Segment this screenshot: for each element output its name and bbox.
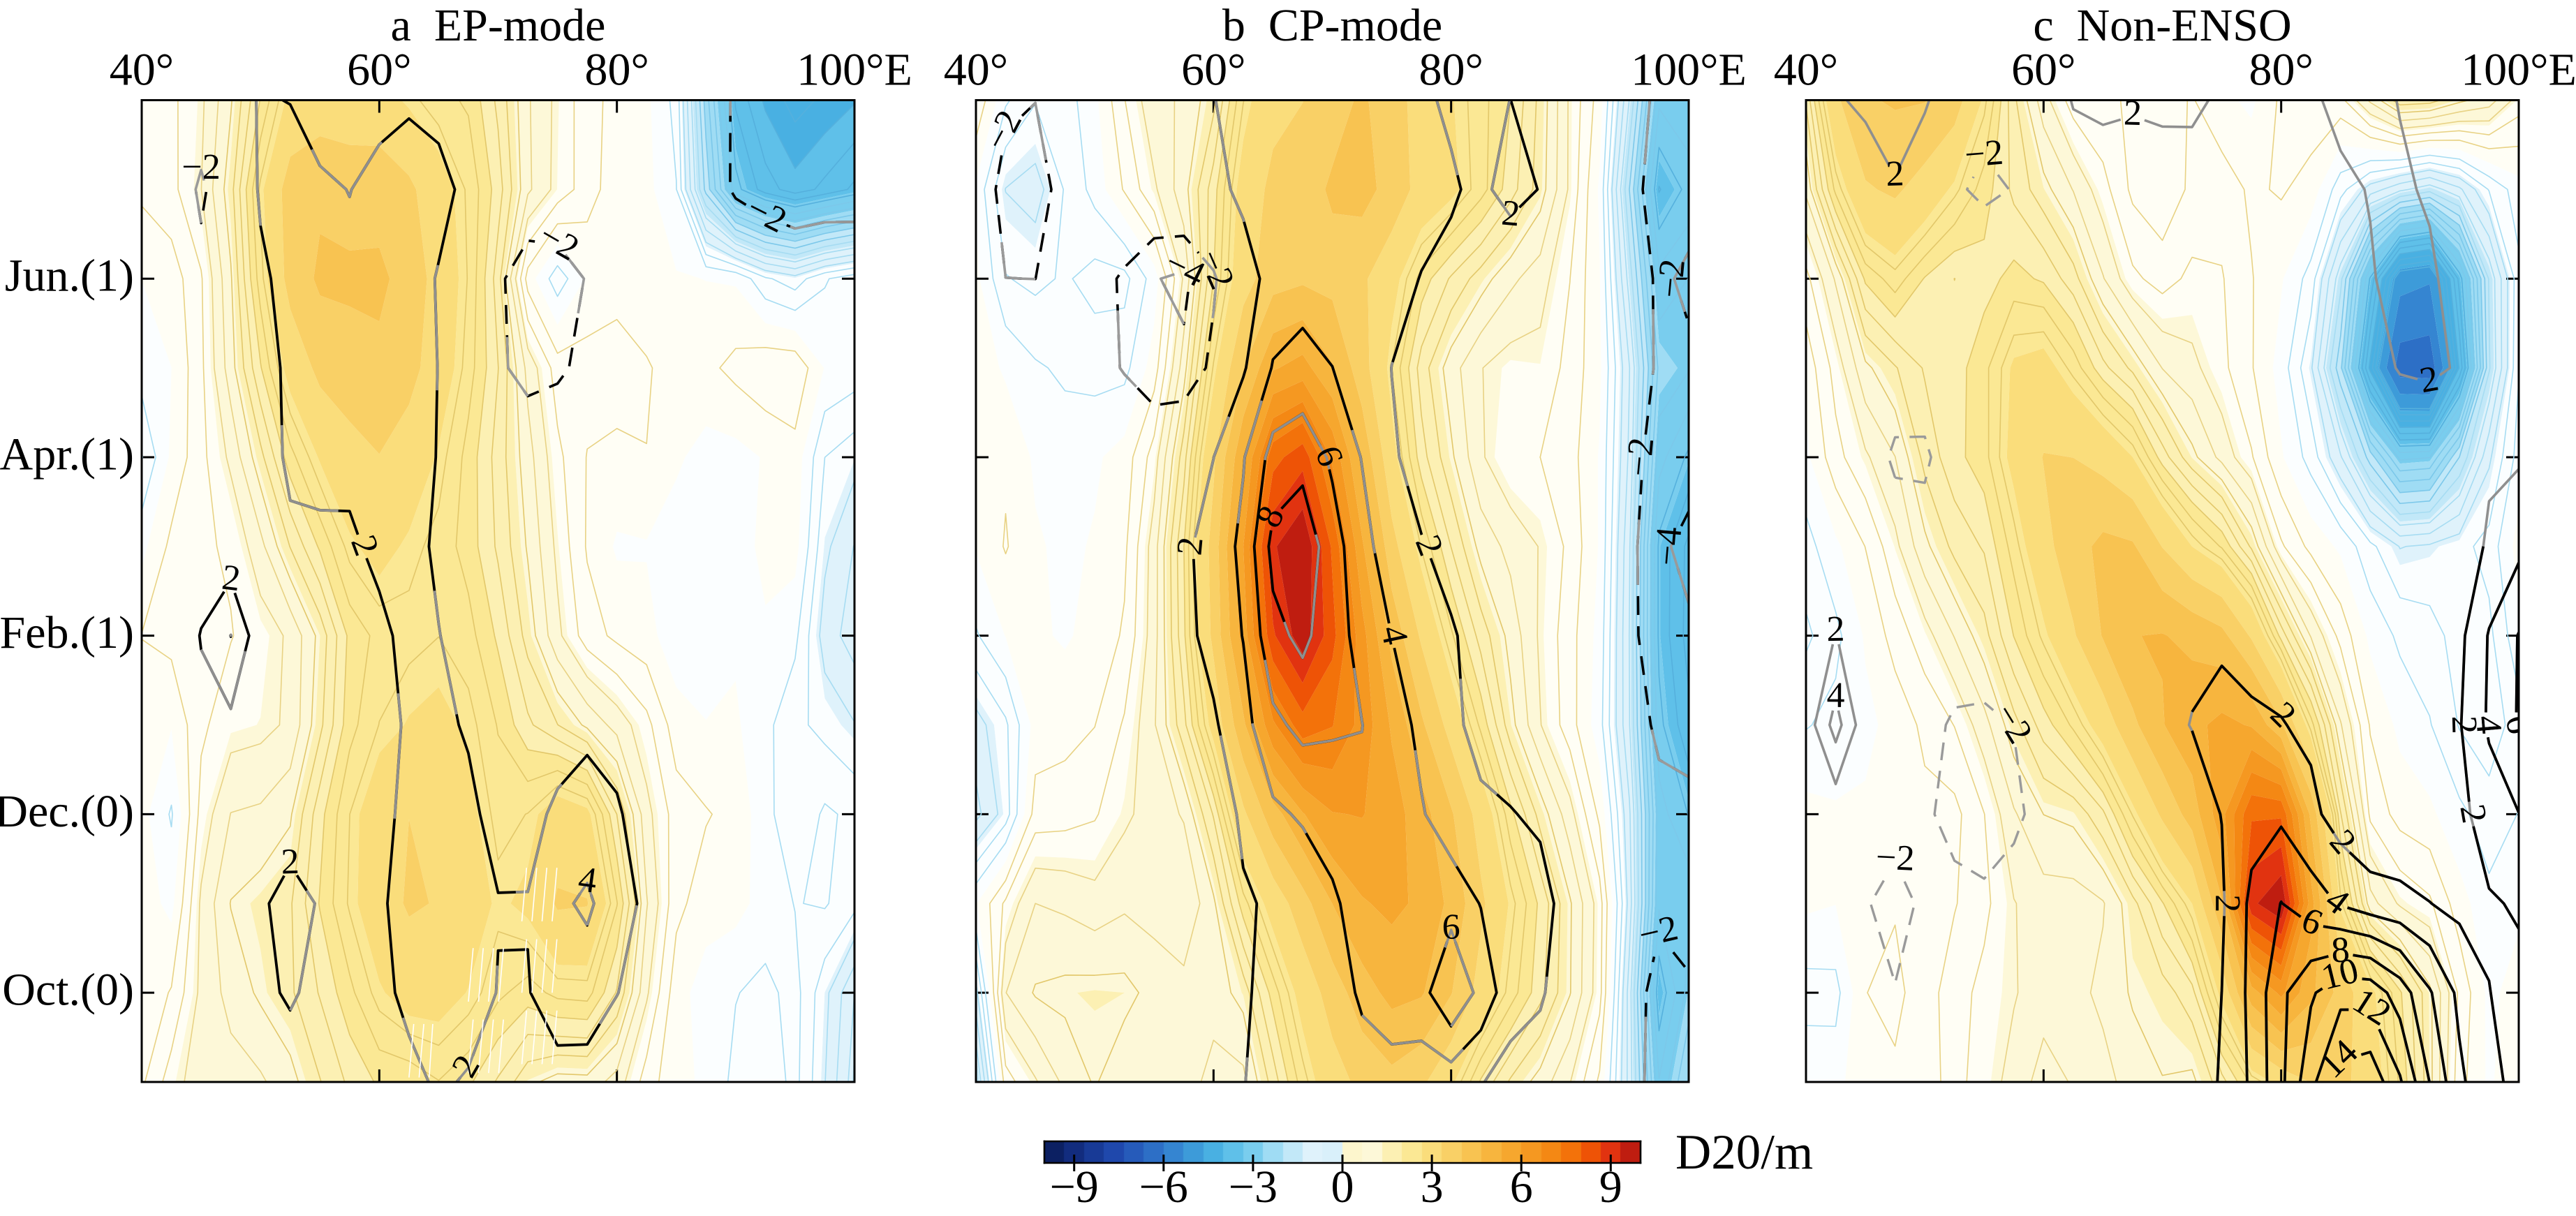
svg-text:−2: −2	[1635, 908, 1682, 956]
svg-text:−2: −2	[1875, 837, 1916, 879]
svg-text:−2: −2	[1650, 258, 1693, 299]
svg-text:−9: −9	[1050, 1162, 1099, 1213]
svg-text:2: 2	[1886, 154, 1905, 194]
svg-text:2: 2	[2123, 93, 2142, 133]
svg-text:−6: −6	[1139, 1162, 1188, 1213]
svg-text:Feb.(1): Feb.(1)	[0, 607, 134, 658]
svg-text:2: 2	[2207, 894, 2247, 912]
svg-text:−4: −4	[1647, 526, 1689, 568]
svg-text:4: 4	[1826, 676, 1844, 715]
svg-text:D20/m: D20/m	[1675, 1125, 1813, 1180]
svg-text:2: 2	[281, 842, 300, 882]
svg-text:2: 2	[2444, 715, 2485, 735]
svg-text:−3: −3	[1229, 1162, 1278, 1213]
svg-text:60°: 60°	[347, 44, 411, 95]
svg-text:0: 0	[1331, 1162, 1354, 1213]
svg-text:Dec.(0): Dec.(0)	[0, 786, 134, 837]
svg-text:40°: 40°	[944, 44, 1008, 95]
svg-text:a EP-mode: a EP-mode	[391, 0, 606, 51]
svg-text:Oct.(0): Oct.(0)	[2, 965, 134, 1016]
svg-text:4: 4	[2468, 714, 2509, 736]
svg-text:100°E: 100°E	[2461, 44, 2576, 95]
svg-text:Jun.(1): Jun.(1)	[5, 251, 134, 302]
svg-text:2: 2	[1169, 535, 1211, 557]
svg-text:100°E: 100°E	[797, 44, 912, 95]
svg-text:6: 6	[1510, 1162, 1533, 1213]
svg-text:c Non-ENSO: c Non-ENSO	[2033, 0, 2291, 51]
svg-text:9: 9	[1599, 1162, 1622, 1213]
svg-text:−2: −2	[1619, 436, 1662, 477]
svg-text:−2: −2	[182, 147, 220, 187]
svg-text:100°E: 100°E	[1631, 44, 1747, 95]
svg-text:Apr.(1): Apr.(1)	[0, 429, 134, 480]
svg-text:2: 2	[1826, 609, 1845, 649]
svg-text:80°: 80°	[584, 44, 649, 95]
svg-text:80°: 80°	[1419, 44, 1483, 95]
svg-text:80°: 80°	[2249, 44, 2313, 95]
svg-text:40°: 40°	[1774, 44, 1838, 95]
svg-text:40°: 40°	[110, 44, 174, 95]
svg-text:60°: 60°	[2011, 44, 2075, 95]
svg-text:3: 3	[1421, 1162, 1444, 1213]
svg-text:6: 6	[1442, 907, 1460, 947]
svg-text:b CP-mode: b CP-mode	[1222, 0, 1442, 51]
svg-text:−2: −2	[1963, 133, 2005, 175]
svg-text:60°: 60°	[1181, 44, 1245, 95]
svg-text:8: 8	[2330, 930, 2351, 970]
svg-text:4: 4	[2468, 714, 2509, 736]
svg-text:8: 8	[2330, 930, 2351, 970]
svg-text:2: 2	[1500, 193, 1522, 234]
